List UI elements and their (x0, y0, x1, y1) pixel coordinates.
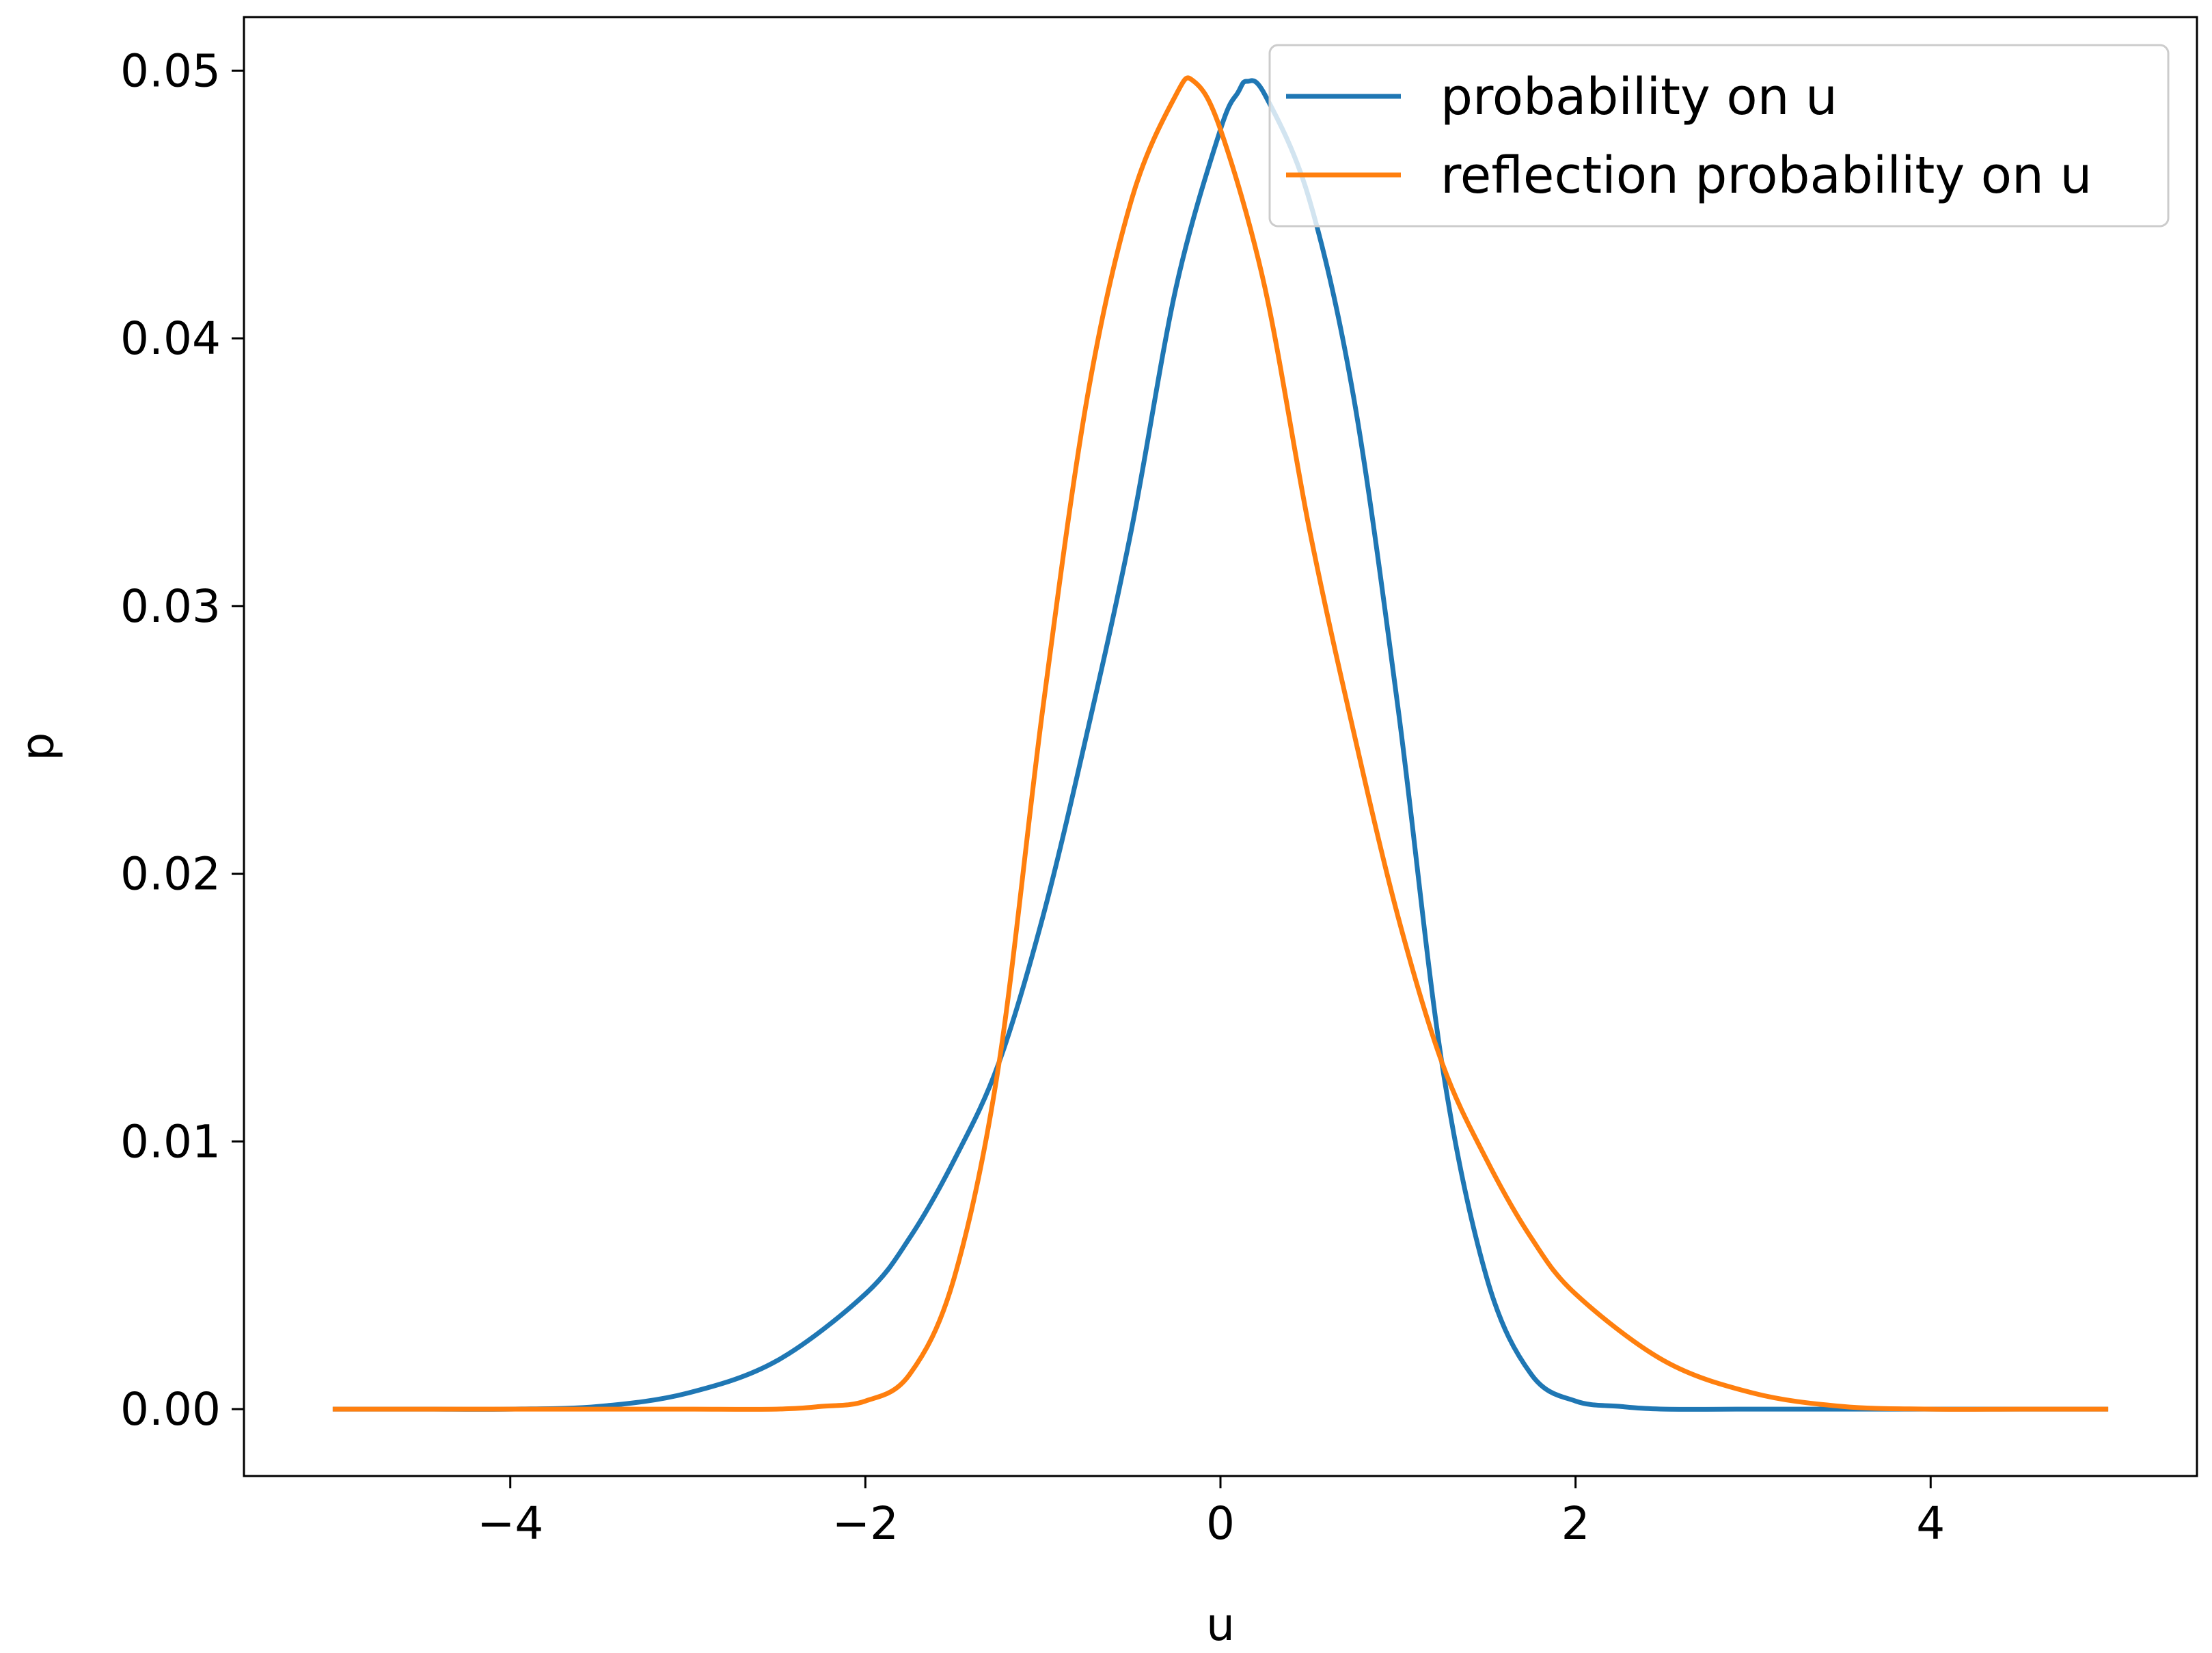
legend-box (1268, 44, 2170, 228)
y-tick-label: 0.01 (120, 1115, 221, 1168)
legend-label-2: reflection probability on u (1440, 146, 2092, 205)
series-line-2 (332, 75, 2109, 1412)
y-axis: 0.00 0.01 0.02 0.03 0.04 0.05 (120, 44, 244, 1436)
x-tick-label: 0 (1206, 1497, 1235, 1550)
x-tick-label: −4 (477, 1497, 543, 1550)
legend-label-1: probability on u (1440, 68, 1838, 126)
x-axis: −4 −2 0 2 4 (477, 1476, 1945, 1550)
series-line-1 (332, 78, 2109, 1412)
legend: probability on u reflection probability o… (1268, 44, 2170, 228)
y-tick-label: 0.02 (120, 848, 221, 901)
y-tick-label: 0.03 (120, 580, 221, 633)
x-axis-label: u (1206, 1598, 1235, 1651)
x-tick-label: 2 (1561, 1497, 1590, 1550)
plot-area (332, 75, 2109, 1412)
x-tick-label: 4 (1916, 1497, 1945, 1550)
x-tick-label: −2 (832, 1497, 899, 1550)
y-tick-label: 0.00 (120, 1383, 221, 1436)
y-axis-label: p (12, 733, 64, 761)
y-tick-label: 0.04 (120, 312, 221, 365)
y-tick-label: 0.05 (120, 44, 221, 97)
